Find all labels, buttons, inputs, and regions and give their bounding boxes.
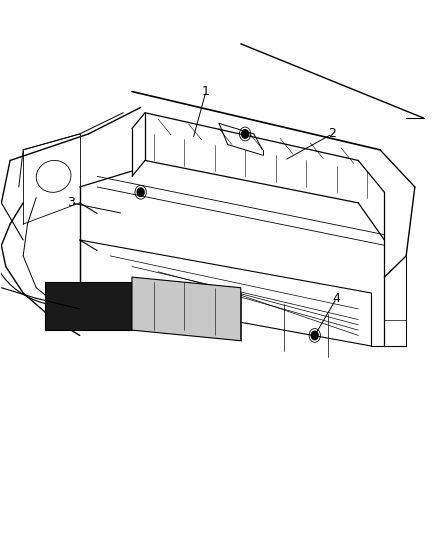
Text: 1: 1 bbox=[202, 85, 210, 98]
Text: 3: 3 bbox=[67, 196, 75, 209]
Polygon shape bbox=[132, 277, 241, 341]
Circle shape bbox=[311, 331, 318, 340]
Text: 2: 2 bbox=[328, 127, 336, 140]
Circle shape bbox=[242, 130, 249, 138]
Circle shape bbox=[137, 188, 144, 197]
Text: 4: 4 bbox=[332, 292, 340, 305]
Polygon shape bbox=[45, 282, 132, 330]
